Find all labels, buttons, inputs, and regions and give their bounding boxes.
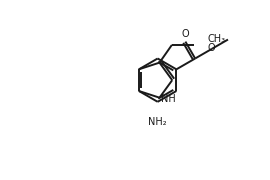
Text: CH₃: CH₃ [208, 33, 226, 44]
Text: NH₂: NH₂ [148, 117, 167, 127]
Text: NH: NH [161, 94, 176, 104]
Text: O: O [182, 29, 189, 39]
Text: O: O [207, 43, 215, 53]
